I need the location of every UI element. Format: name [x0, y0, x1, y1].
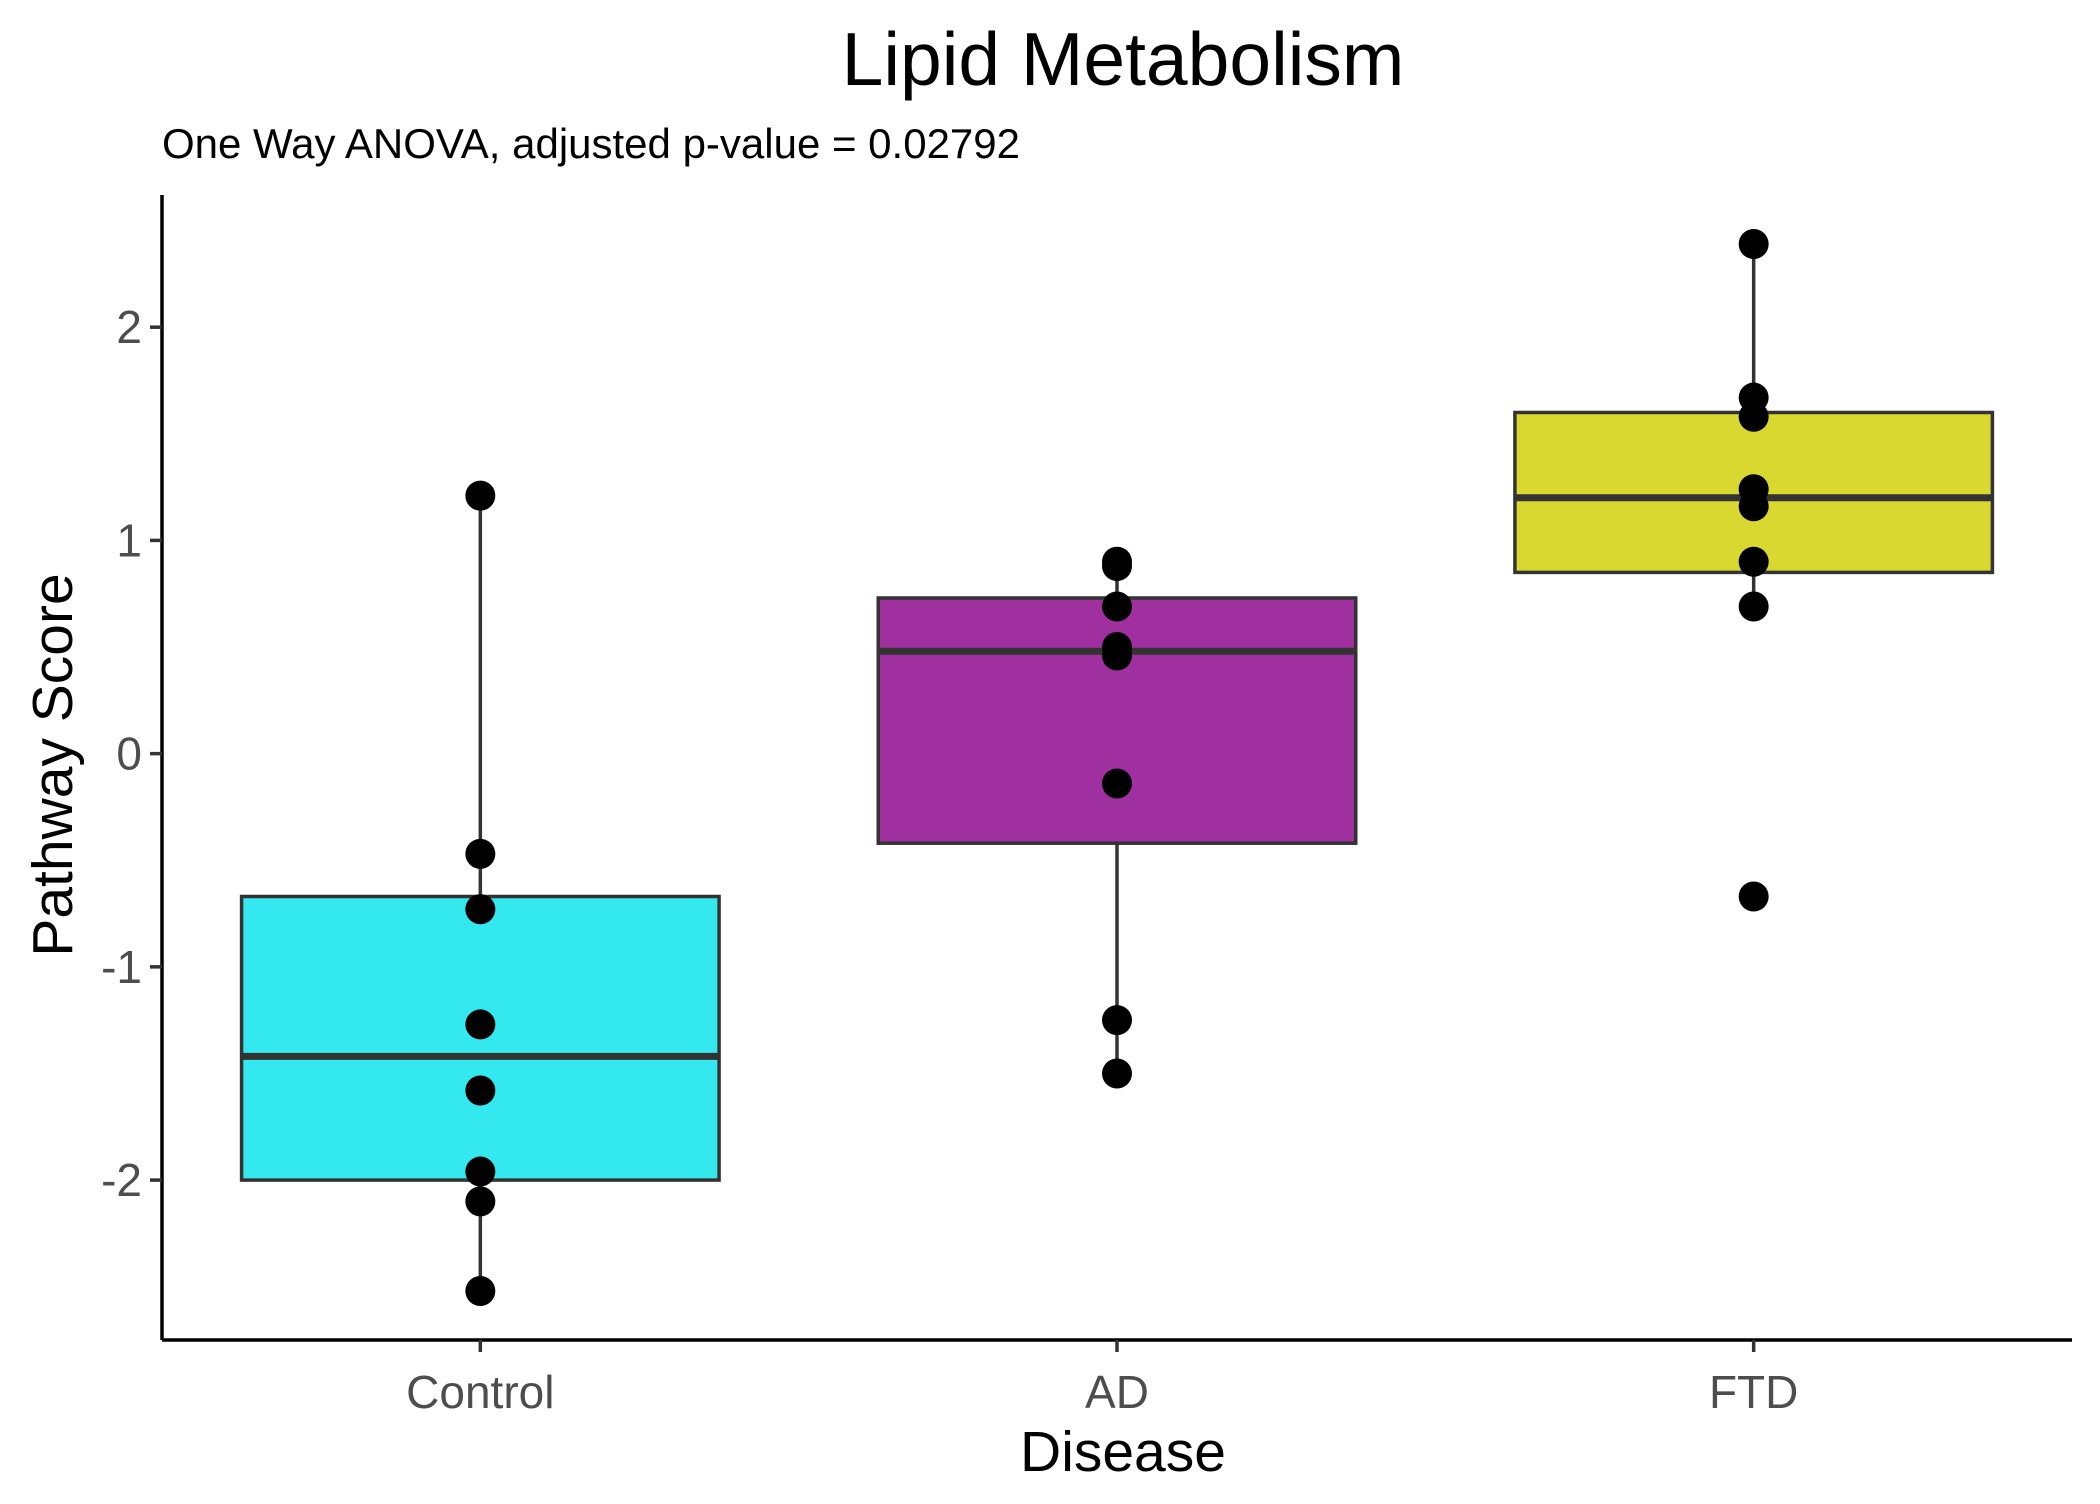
data-point — [465, 480, 496, 511]
y-axis-title: Pathway Score — [21, 573, 85, 956]
x-axis-title: Disease — [1020, 1420, 1226, 1484]
data-point — [1102, 551, 1132, 582]
chart-title: Lipid Metabolism — [842, 17, 1405, 101]
data-point — [1738, 229, 1769, 260]
data-point — [1738, 591, 1769, 622]
y-tick-label: 2 — [116, 301, 142, 353]
data-point — [465, 838, 496, 869]
x-tick-label: AD — [1085, 1366, 1149, 1418]
y-tick-label: 1 — [116, 514, 142, 566]
data-point — [465, 1275, 496, 1306]
data-point — [465, 1075, 496, 1106]
y-tick-label: -1 — [101, 941, 142, 993]
chart-subtitle: One Way ANOVA, adjusted p-value = 0.0279… — [162, 120, 1020, 167]
data-point — [1738, 546, 1769, 577]
data-point — [465, 1009, 496, 1040]
data-point — [465, 1156, 496, 1187]
data-point — [1738, 491, 1769, 522]
data-point — [1102, 591, 1132, 622]
data-point — [1102, 1005, 1132, 1036]
y-tick-label: -2 — [101, 1154, 142, 1206]
plot-area: -2 -1 0 1 2 Control AD FTD — [101, 195, 2072, 1418]
x-tick-label: FTD — [1709, 1366, 1798, 1418]
x-tick-label: Control — [406, 1366, 554, 1418]
data-point — [1738, 881, 1769, 912]
data-point — [1738, 401, 1769, 432]
data-point — [1102, 768, 1132, 799]
data-point — [465, 894, 496, 925]
data-point — [1102, 640, 1132, 671]
data-point — [1102, 1058, 1132, 1089]
y-tick-label: 0 — [116, 728, 142, 780]
data-point — [465, 1186, 496, 1217]
